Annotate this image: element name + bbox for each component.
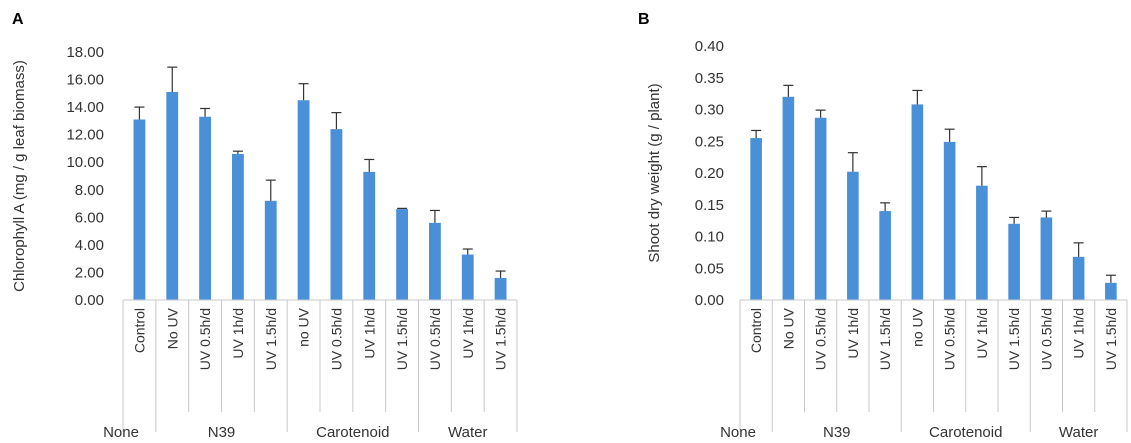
chart2-y-tick-label: 0.00	[695, 292, 724, 309]
chart1-y-tick-label: 0.00	[75, 292, 104, 309]
chart2-category-label: Control	[748, 308, 764, 353]
chart1-bar	[166, 91, 179, 300]
chart1-y-tick-label: 6.00	[75, 209, 104, 226]
chart2-panel-label: B	[638, 11, 650, 28]
chart1-category-label: UV 1h/d	[230, 308, 246, 359]
chart1-group-label: Water	[448, 424, 487, 441]
chart1-bar	[297, 100, 310, 300]
chart2-y-tick-label: 0.35	[695, 70, 724, 87]
chart1-group-label: Carotenoid	[316, 424, 389, 441]
chart1-bar	[429, 222, 441, 300]
chart2-y-tick-label: 0.40	[695, 38, 724, 55]
chart1-y-tick-label: 2.00	[75, 264, 104, 281]
chart1-bar	[494, 277, 507, 300]
chart1-y-tick-label: 12.00	[66, 127, 104, 144]
chart2-category-label: UV 1.5h/d	[1103, 308, 1119, 370]
chart2-bar	[847, 171, 859, 300]
chart1-y-tick-label: 10.00	[66, 154, 104, 171]
chart2-y-tick-label: 0.25	[695, 133, 724, 150]
chart1-bar	[264, 200, 277, 300]
chart1-category-label: UV 0.5h/d	[427, 308, 443, 370]
chart2-bar	[1008, 223, 1020, 300]
chart2-category-label: UV 1h/d	[974, 308, 990, 359]
chart2-y-tick-label: 0.20	[695, 165, 724, 182]
chart1-category-label: UV 0.5h/d	[328, 308, 344, 370]
chart1-bar	[330, 129, 343, 300]
chart2-category-label: UV 1.5h/d	[1006, 308, 1022, 370]
chart1-panel-label: A	[12, 11, 24, 28]
chart2-bar	[782, 96, 795, 300]
chart2-category-label: No UV	[780, 307, 796, 349]
chart1-group-label: N39	[208, 424, 236, 441]
chart1-group-label: None	[103, 424, 139, 441]
chart1-bar	[133, 119, 146, 300]
chart1-category-label: UV 1.5h/d	[394, 308, 410, 370]
chart2-category-label: UV 0.5h/d	[1038, 308, 1054, 370]
chart2-category-label: UV 1.5h/d	[877, 308, 893, 370]
chart2-y-tick-label: 0.15	[695, 197, 724, 214]
chart1-category-label: No UV	[164, 307, 180, 349]
chart1-category-label: UV 1h/d	[460, 308, 476, 359]
chart2-y-axis-label: Shoot dry weight (g / plant)	[646, 83, 663, 262]
chart2-category-label: UV 0.5h/d	[813, 308, 829, 370]
chart2-group-label: None	[720, 424, 756, 441]
chart1-y-tick-label: 4.00	[75, 237, 104, 254]
chart1-category-label: UV 1.5h/d	[493, 308, 509, 370]
chart2-bar	[1072, 256, 1085, 300]
chart1-bar	[461, 254, 474, 300]
chart2-bar	[976, 185, 988, 300]
chart2-bar	[1105, 282, 1117, 300]
chart1-bar	[232, 153, 244, 300]
chart2-bar	[879, 211, 891, 300]
chart1-bar	[363, 171, 376, 300]
chart1-y-tick-label: 18.00	[66, 44, 104, 61]
chart1-category-label: Control	[131, 308, 147, 353]
chart1-bar	[199, 116, 211, 300]
chart2-bar	[911, 104, 924, 300]
chart2-category-label: UV 0.5h/d	[942, 308, 958, 370]
chart2-bar	[1040, 217, 1053, 300]
chart2-group-label: Water	[1059, 424, 1098, 441]
chart2-y-tick-label: 0.30	[695, 102, 724, 119]
chart1-category-label: UV 0.5h/d	[197, 308, 213, 370]
chart1-y-tick-label: 8.00	[75, 182, 104, 199]
chart1-bar	[396, 209, 408, 300]
chart2-y-tick-label: 0.10	[695, 229, 724, 246]
chart1-y-tick-label: 16.00	[66, 72, 104, 89]
chart2-bar	[814, 117, 827, 300]
chart2-category-label: UV 1h/d	[1071, 308, 1087, 359]
chart2-category-label: UV 1h/d	[845, 308, 861, 359]
chart2-y-tick-label: 0.05	[695, 260, 724, 277]
chart2-group-label: N39	[823, 424, 851, 441]
chart1-category-label: no UV	[296, 307, 312, 347]
chart1-y-tick-label: 14.00	[66, 99, 104, 116]
chart1-category-label: UV 1h/d	[361, 308, 377, 359]
chart2-group-label: Carotenoid	[929, 424, 1002, 441]
chart2-category-label: no UV	[909, 307, 925, 347]
chart1-category-label: UV 1.5h/d	[263, 308, 279, 370]
chart1-y-axis-label: Chlorophyll A (mg / g leaf biomass)	[11, 60, 28, 292]
chart2-bar	[943, 141, 956, 300]
chart2-bar	[750, 138, 762, 300]
